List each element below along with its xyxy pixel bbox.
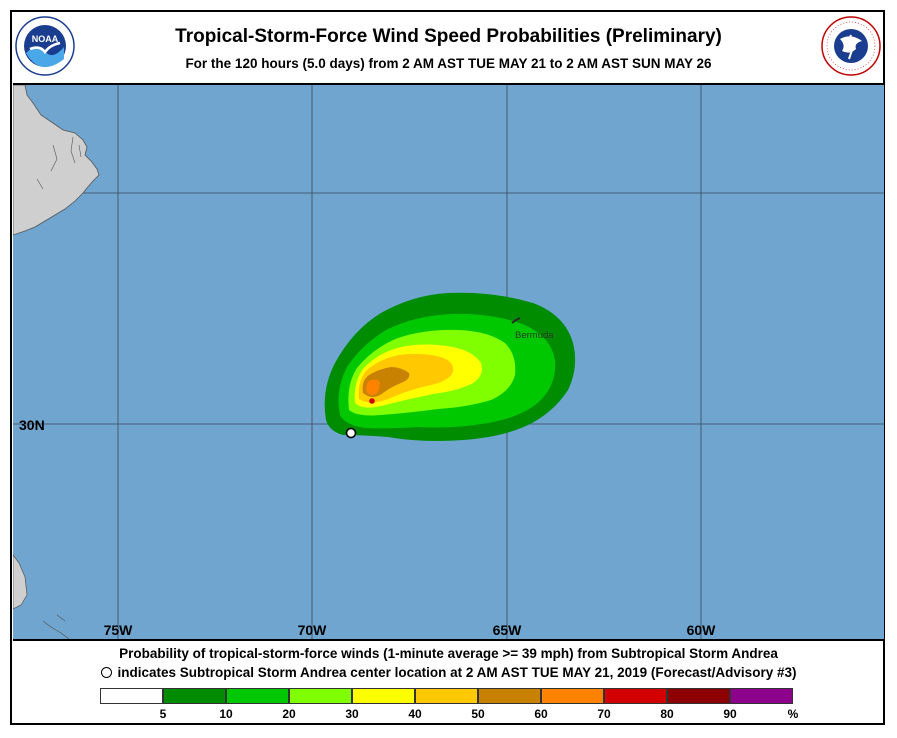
legend-label: 40 [408, 707, 422, 721]
contour-80 [369, 398, 375, 404]
contour-70 [366, 379, 380, 395]
caption-line-2: indicates Subtropical Storm Andrea cente… [0, 665, 897, 680]
legend-label: 20 [282, 707, 296, 721]
legend-label: 80 [660, 707, 674, 721]
center-location-icon [100, 667, 112, 678]
legend-swatch [730, 688, 793, 704]
legend-swatch [163, 688, 226, 704]
legend-swatch [289, 688, 352, 704]
lon-label-70w: 70W [298, 622, 328, 638]
legend-swatch [415, 688, 478, 704]
probability-map: Bermuda 30N 75W 70W 65W 60W [13, 83, 884, 641]
legend-label: 10 [219, 707, 233, 721]
legend-label: 50 [471, 707, 485, 721]
bermuda-island [511, 317, 521, 324]
southeast-coast [13, 554, 28, 610]
legend-label: 90 [723, 707, 737, 721]
storm-center-marker [345, 427, 357, 439]
chart-subtitle: For the 120 hours (5.0 days) from 2 AM A… [185, 56, 712, 71]
legend-label: % [787, 707, 799, 721]
legend-swatch [100, 688, 163, 704]
bermuda-label: Bermuda [515, 330, 554, 341]
probability-contours [324, 292, 576, 441]
chart-title: Tropical-Storm-Force Wind Speed Probabil… [175, 26, 722, 47]
caption-line-2-text: indicates Subtropical Storm Andrea cente… [117, 665, 797, 680]
caption-line-1: Probability of tropical-storm-force wind… [119, 646, 778, 661]
lon-label-75w: 75W [104, 622, 134, 638]
noaa-logo: NOAA [14, 15, 76, 77]
us-coastline [13, 85, 100, 236]
legend-swatch [604, 688, 667, 704]
figure-frame [10, 10, 885, 725]
lat-label-30n: 30N [19, 417, 45, 433]
noaa-logo-text: NOAA [32, 34, 59, 44]
legend-label: 30 [345, 707, 359, 721]
legend-label: 5 [159, 707, 167, 721]
legend-swatch [667, 688, 730, 704]
legend-swatch [226, 688, 289, 704]
lon-label-65w: 65W [493, 622, 523, 638]
legend-swatch [478, 688, 541, 704]
lon-label-60w: 60W [687, 622, 717, 638]
legend-swatch [352, 688, 415, 704]
nws-logo [820, 15, 882, 77]
legend-label: 70 [597, 707, 611, 721]
legend-label: 60 [534, 707, 548, 721]
legend-swatch [541, 688, 604, 704]
